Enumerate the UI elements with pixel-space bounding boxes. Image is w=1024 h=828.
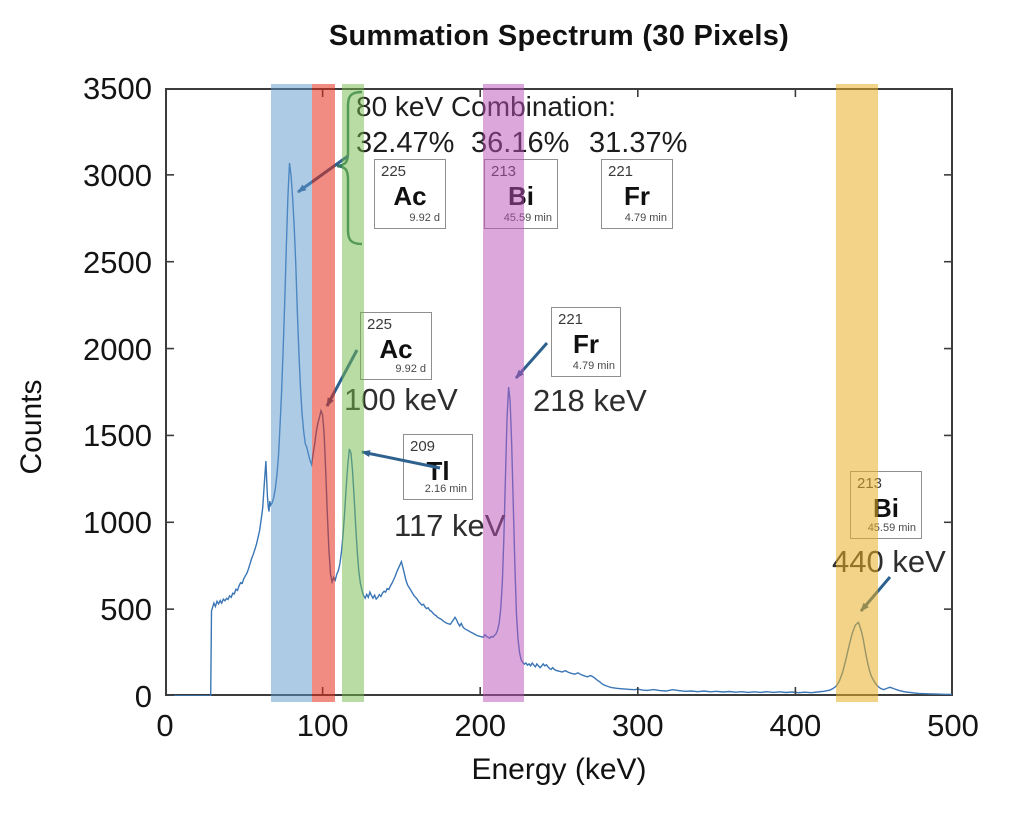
y-tick-label-3500: 3500 xyxy=(83,71,152,106)
y-tick-label-2000: 2000 xyxy=(83,331,152,367)
x-axis-label: Energy (keV) xyxy=(471,753,647,786)
x-tick-label-400: 400 xyxy=(769,708,822,743)
chart-title: Summation Spectrum (30 Pixels) xyxy=(328,20,790,52)
x-tick-label-200: 200 xyxy=(454,708,507,743)
y-tick-label-3000: 3000 xyxy=(83,157,152,193)
x-tick-label-100: 100 xyxy=(296,708,349,743)
x-tick-label-300: 300 xyxy=(611,708,664,743)
x-tick-label-500: 500 xyxy=(927,708,979,743)
y-tick-label-500: 500 xyxy=(100,592,152,628)
x-tick-label-0: 0 xyxy=(156,708,174,743)
y-tick-label-1500: 1500 xyxy=(83,418,152,454)
spectrum-line xyxy=(168,162,953,696)
y-tick-label-2500: 2500 xyxy=(83,244,152,280)
spectrum-plot xyxy=(165,88,953,696)
y-tick-label-0: 0 xyxy=(134,679,152,714)
y-tick-label-1000: 1000 xyxy=(83,505,152,541)
